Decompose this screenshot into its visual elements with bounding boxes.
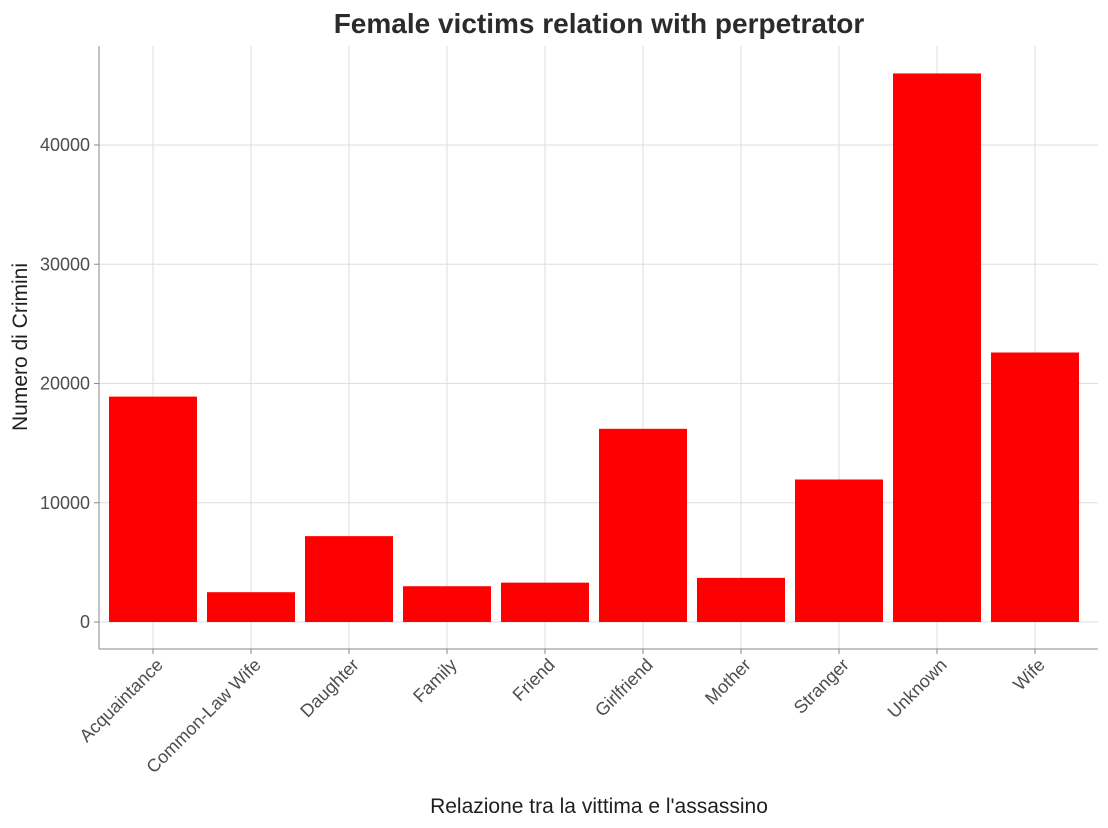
bar-common-law-wife — [207, 592, 295, 622]
axes — [98, 46, 1098, 650]
bar-stranger — [795, 479, 883, 622]
x-tick-label: Wife — [1009, 655, 1049, 695]
bar-unknown — [893, 73, 981, 622]
y-tick-label: 30000 — [40, 254, 90, 274]
y-axis-title: Numero di Crimini — [9, 263, 32, 431]
y-axis-ticks: 0 10000 20000 30000 40000 — [40, 135, 99, 632]
x-tick-label: Girlfriend — [591, 655, 657, 721]
x-tick-label: Mother — [701, 655, 755, 709]
x-tick-label: Stranger — [790, 655, 853, 718]
x-tick-label: Friend — [509, 655, 559, 705]
y-tick-label: 10000 — [40, 493, 90, 513]
y-tick-label: 20000 — [40, 374, 90, 394]
bar-girlfriend — [599, 428, 687, 622]
chart-title: Female victims relation with perpetrator — [334, 8, 865, 39]
x-tick-label: Unknown — [884, 655, 951, 722]
y-tick-label: 40000 — [40, 135, 90, 155]
bar-daughter — [305, 536, 393, 622]
bar-mother — [697, 577, 785, 622]
bar-acquaintance — [109, 396, 197, 622]
bar-wife — [991, 352, 1079, 622]
x-tick-label: Daughter — [296, 655, 363, 722]
bars — [109, 73, 1079, 622]
bar-family — [403, 586, 491, 622]
x-tick-label: Family — [409, 655, 461, 707]
x-tick-label: Acquaintance — [76, 655, 167, 746]
x-axis-title: Relazione tra la vittima e l'assassino — [430, 795, 768, 818]
bar-friend — [501, 582, 589, 622]
y-tick-label: 0 — [80, 612, 90, 632]
